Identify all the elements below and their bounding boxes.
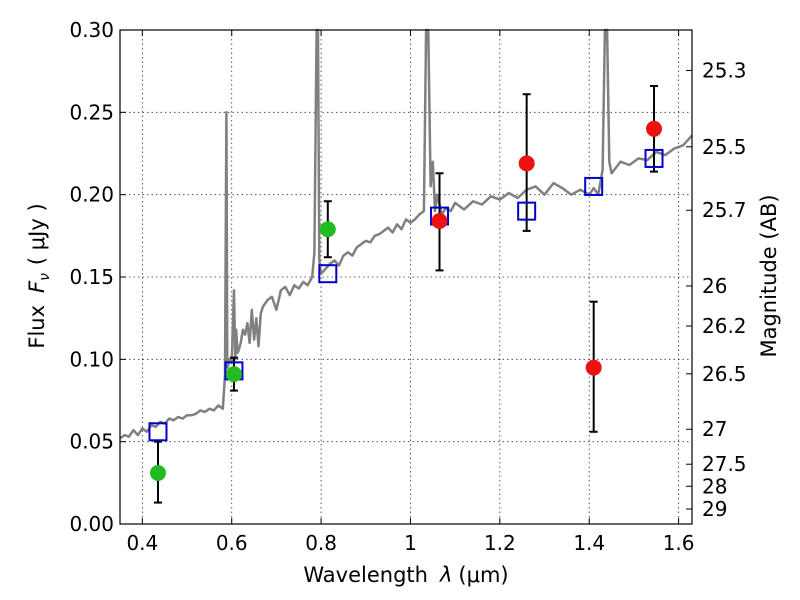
mag-tick-label: 26.5 <box>702 362 747 386</box>
observed-points <box>149 120 663 481</box>
model-square <box>517 201 537 221</box>
observed-red-point <box>518 155 535 172</box>
model-square <box>584 176 604 196</box>
grid-lines <box>120 29 692 525</box>
x-tick-label: 0.8 <box>305 531 337 555</box>
x-tick-label: 1.4 <box>573 531 605 555</box>
y-axis-title: FluxFν( μJy ) <box>25 203 53 348</box>
mag-tick-label: 28 <box>702 474 727 498</box>
mag-tick-label: 27.5 <box>702 452 747 476</box>
model-square <box>148 422 168 442</box>
mag-tick-label: 25.5 <box>702 135 747 159</box>
x-tick-label: 1 <box>404 531 417 555</box>
y-tick-label: 0.25 <box>69 100 114 124</box>
y-tick-label: 0.15 <box>69 265 114 289</box>
model-square <box>318 264 338 284</box>
x-axis-title: Wavelength λ (μm) <box>303 563 508 587</box>
observed-red-point <box>585 359 602 376</box>
y-tick-label: 0.05 <box>69 430 114 454</box>
model-squares <box>148 148 664 442</box>
observed-green-point <box>149 464 166 481</box>
y-tick-label: 0.20 <box>69 183 114 207</box>
y-tick-label: 0.00 <box>69 512 114 536</box>
observed-red-point <box>646 120 663 137</box>
x-tick-label: 1.6 <box>663 531 695 555</box>
x-tick-label: 0.4 <box>126 531 158 555</box>
mag-tick-label: 29 <box>702 497 727 521</box>
mag-tick-label: 27 <box>702 417 727 441</box>
spectrum-layer <box>119 28 693 440</box>
observed-green-point <box>319 221 336 238</box>
mag-tick-label: 26.2 <box>702 314 747 338</box>
x-tick-label: 1.2 <box>484 531 516 555</box>
error-bars <box>153 84 659 504</box>
axis-ticks: 0.4 0.6 0.8 1 1.2 1.4 1.6 0.00 0.05 0.10 0.15 0.20 0… <box>69 18 746 555</box>
y-tick-label: 0.30 <box>69 18 114 42</box>
right-axis-title: Magnitude (AB) <box>757 194 781 357</box>
y-tick-label: 0.10 <box>69 347 114 371</box>
observed-green-point <box>225 366 242 383</box>
spectrum-line <box>119 28 693 440</box>
x-tick-label: 0.6 <box>216 531 248 555</box>
mag-tick-label: 26 <box>702 274 727 298</box>
model-square <box>644 148 664 168</box>
mag-tick-label: 25.3 <box>702 58 747 82</box>
mag-tick-label: 25.7 <box>702 198 747 222</box>
observed-red-point <box>431 213 448 230</box>
